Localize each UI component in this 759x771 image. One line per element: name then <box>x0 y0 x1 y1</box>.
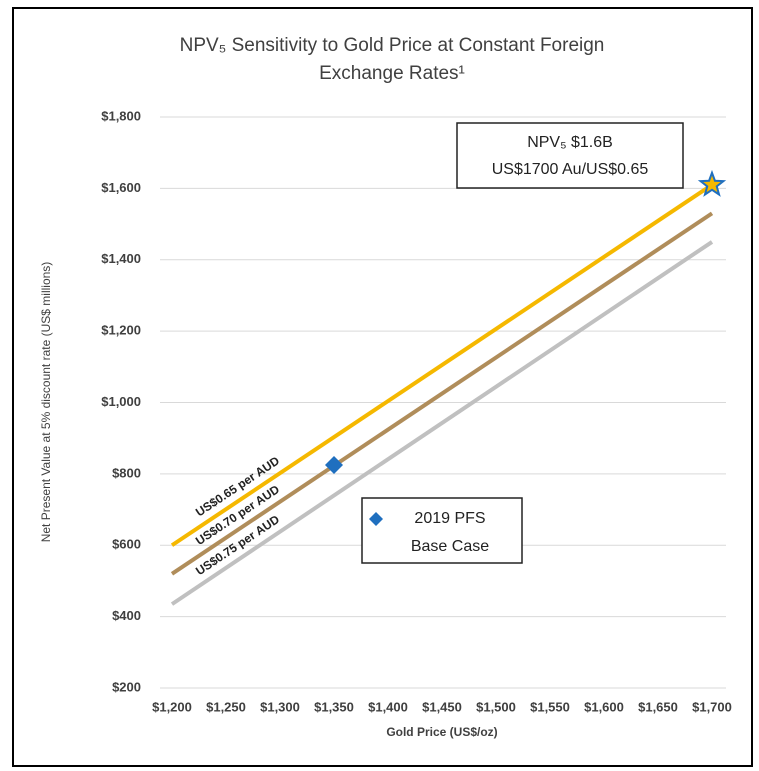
y-tick-label: $1,800 <box>101 108 141 123</box>
marker-diamond <box>325 455 343 474</box>
y-tick-label: $1,000 <box>101 394 141 409</box>
frame <box>12 7 753 767</box>
x-tick-label: $1,650 <box>638 699 678 714</box>
x-tick-label: $1,350 <box>314 699 354 714</box>
series-line <box>170 240 714 606</box>
y-tick-label: $1,200 <box>101 323 141 338</box>
chart-title: NPV₅ Sensitivity to Gold Price at Consta… <box>180 35 605 56</box>
y-tick-label: $400 <box>112 608 141 623</box>
annotation-text: 2019 PFS <box>414 510 485 527</box>
y-tick-label: $1,600 <box>101 180 141 195</box>
annotation-text: NPV₅ $1.6B <box>527 134 613 151</box>
x-tick-label: $1,250 <box>206 699 246 714</box>
marker-star <box>697 169 727 197</box>
x-tick-label: $1,600 <box>584 699 624 714</box>
annotation-box <box>456 122 684 189</box>
y-tick-label: $1,400 <box>101 251 141 266</box>
x-tick-label: $1,550 <box>530 699 570 714</box>
x-tick-label: $1,200 <box>152 699 192 714</box>
x-axis-label: Gold Price (US$/oz) <box>386 725 497 739</box>
x-tick-label: $1,450 <box>422 699 462 714</box>
x-tick-label: $1,400 <box>368 699 408 714</box>
legend-diamond <box>369 512 383 526</box>
annotation-box <box>361 497 523 564</box>
chart-title: Exchange Rates¹ <box>319 63 465 84</box>
y-tick-label: $800 <box>112 465 141 480</box>
y-axis-label: Net Present Value at 5% discount rate (U… <box>39 262 53 543</box>
x-tick-label: $1,500 <box>476 699 516 714</box>
y-tick-label: $600 <box>112 537 141 552</box>
series-line <box>170 211 714 576</box>
series-line <box>170 183 714 547</box>
annotation-text: US$1700 Au/US$0.65 <box>492 161 649 178</box>
y-tick-label: $200 <box>112 679 141 694</box>
annotation-text: Base Case <box>411 538 489 555</box>
x-tick-label: $1,300 <box>260 699 300 714</box>
x-tick-label: $1,700 <box>692 699 732 714</box>
